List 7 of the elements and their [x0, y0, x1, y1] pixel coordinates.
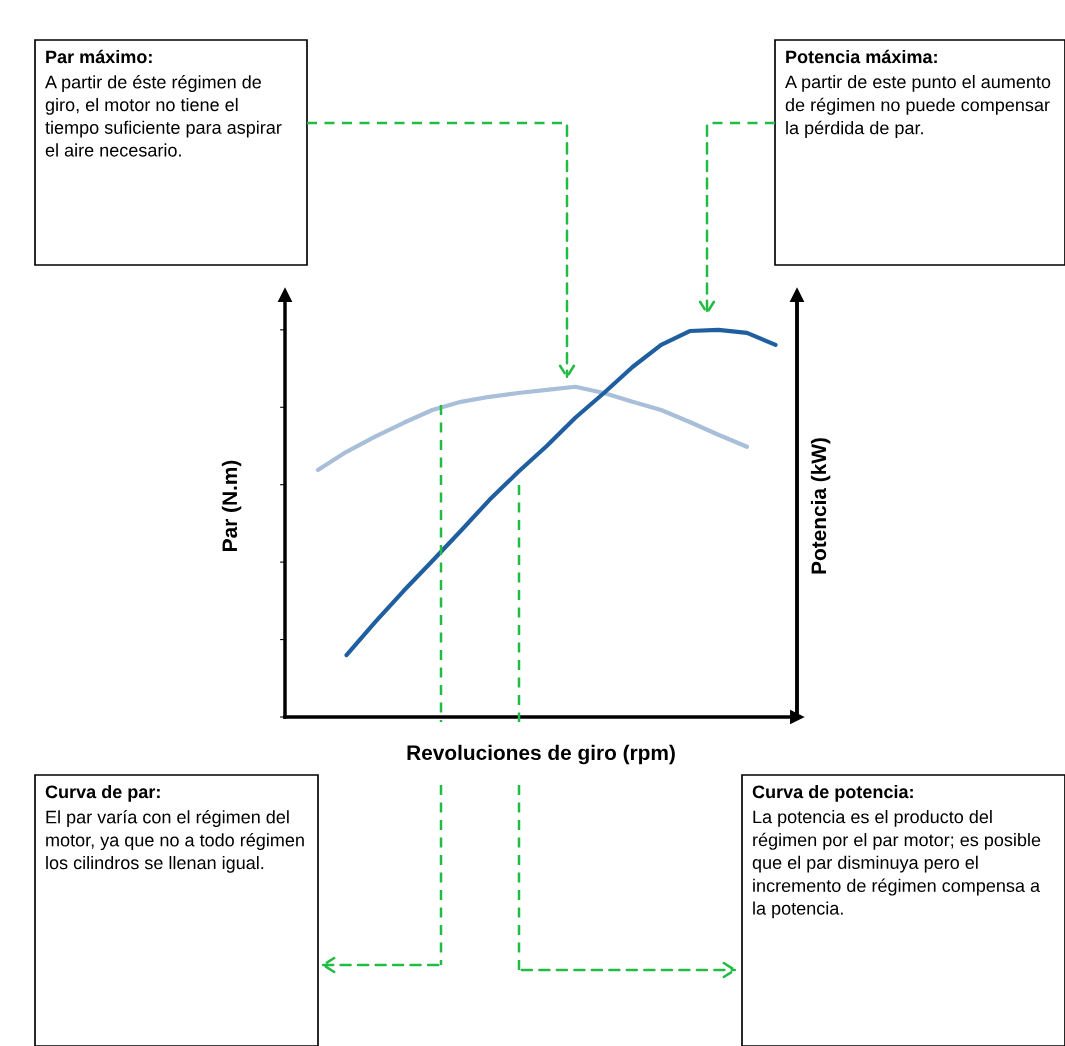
text: Curva de par: El par varía con el régimen del motor, ya que no a todo régimen los cilindros se llenan igual. [45, 785, 304, 873]
y2-axis-title: Potencia (kW) [810, 438, 831, 574]
x-axis-title: Revoluciones de giro (rpm) [407, 744, 675, 765]
text: Par máximo: A partir de éste régimen de giro, el motor no tiene el tiempo suficiente para aspirar el aire necesario. [45, 49, 282, 157]
text: Curva de potencia: La potencia es el producto del régimen por el par motor; es posible que el par disminuya pero el incremento de régimen compensa a la potencia. [752, 785, 1041, 919]
text: Potencia máxima: A partir de este punto el aumento de régimen no puede compensar la pérdida de par. [785, 49, 1051, 138]
y-axis-title: Par (N.m) [221, 460, 242, 551]
